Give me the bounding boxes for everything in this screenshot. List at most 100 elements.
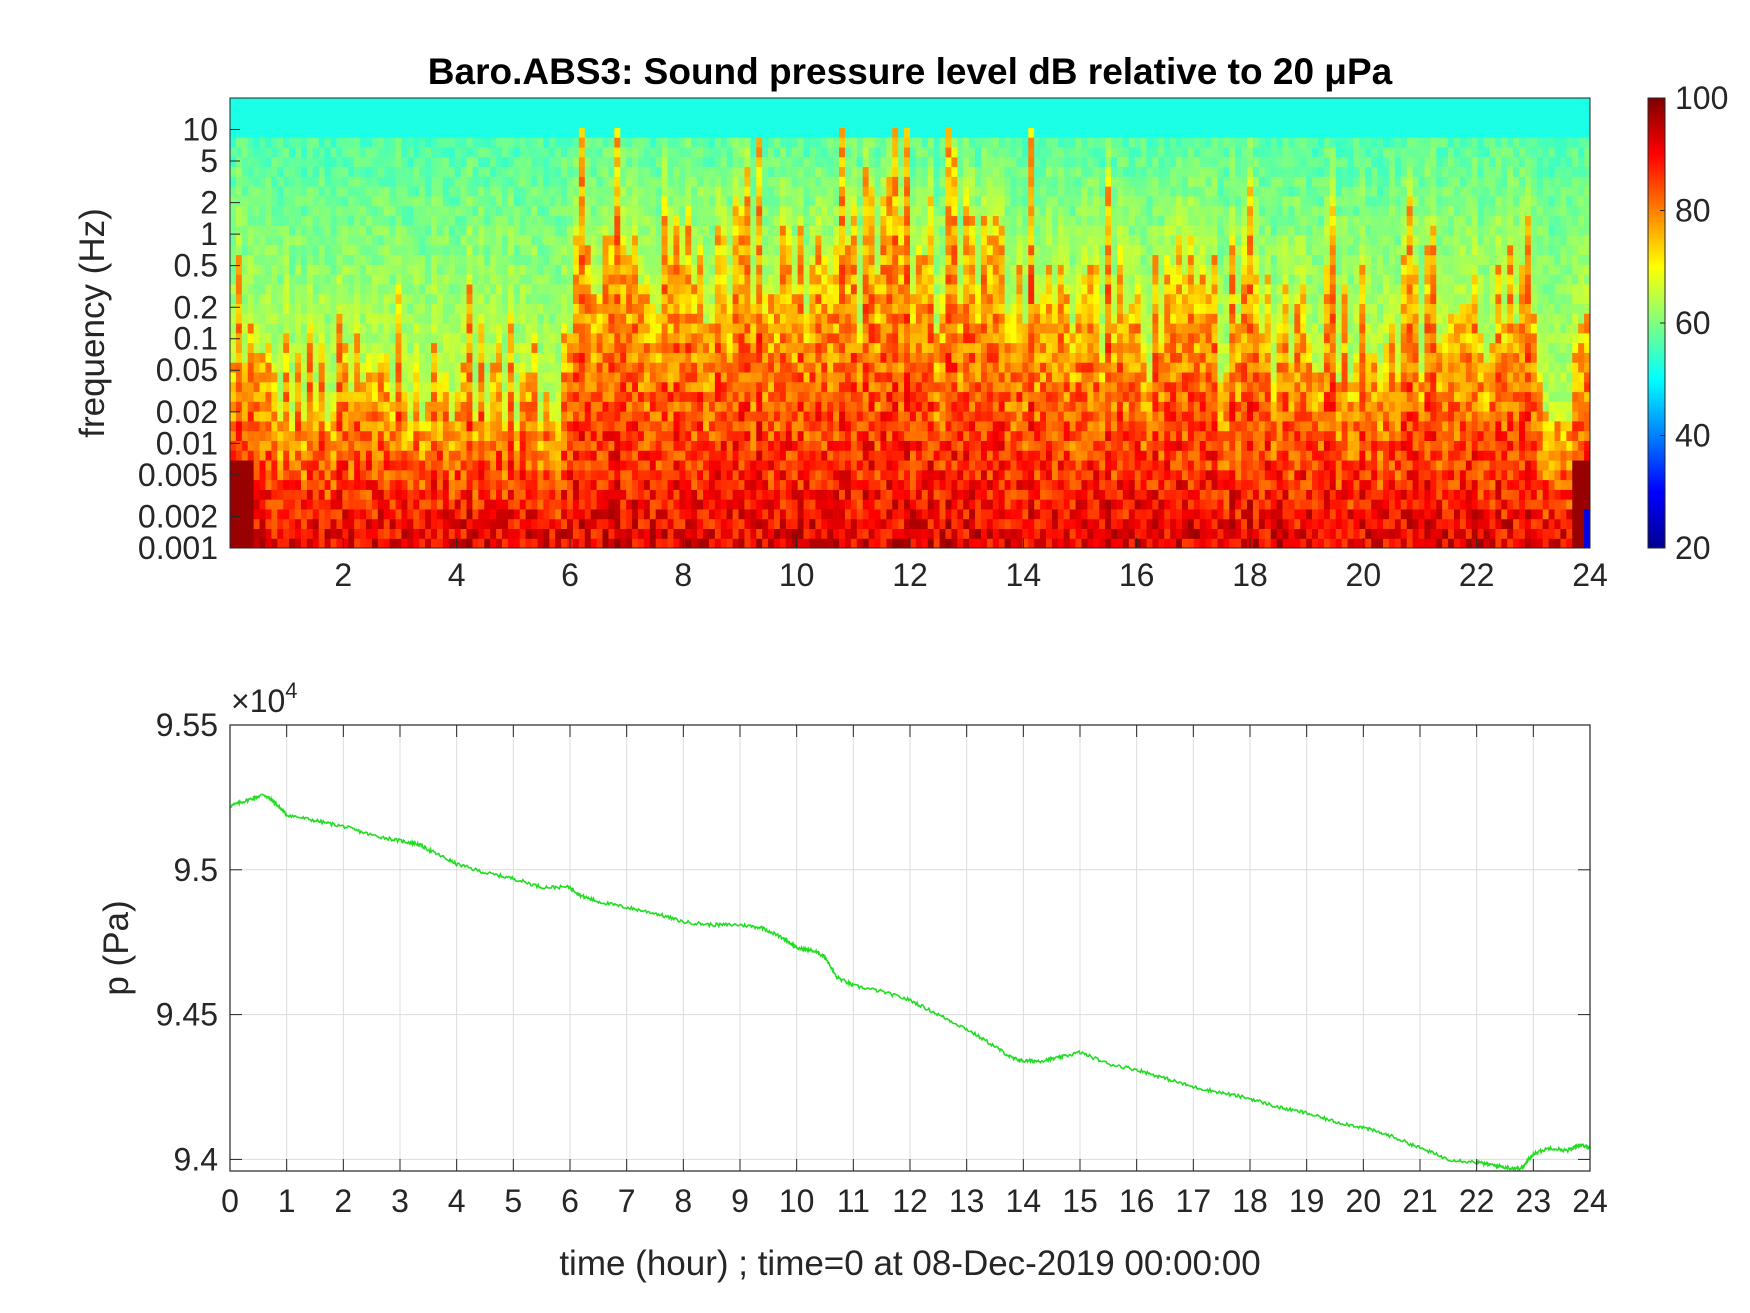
heatmap-cell [306,459,314,471]
heatmap-cell [578,205,586,216]
heatmap-cell [797,244,805,256]
heatmap-cell [774,489,781,500]
heatmap-cell [507,469,515,481]
heatmap-cell [454,381,462,393]
heatmap-cell [253,156,261,168]
heatmap-cell [572,127,580,138]
heatmap-cell [407,440,414,451]
heatmap-cell [673,499,680,510]
heatmap-cell [283,215,290,226]
heatmap-cell [531,342,539,353]
heatmap-cell [850,234,858,246]
heatmap-cell [620,107,627,119]
heatmap-cell [519,371,527,383]
heatmap-cell [283,195,290,207]
heatmap-cell [513,166,521,177]
heatmap-cell [862,499,870,510]
heatmap-cell [425,459,432,471]
heatmap-cell [253,303,261,314]
heatmap-cell [490,127,497,138]
heatmap-cell [726,411,734,422]
heatmap-cell [543,450,550,461]
heatmap-cell [342,283,349,295]
heatmap-cell [750,313,757,324]
heatmap-cell [632,391,639,402]
heatmap-cell [779,479,787,490]
heatmap-cell [537,166,544,177]
heatmap-cell [839,508,846,520]
heatmap-cell [525,391,533,402]
heatmap-cell [253,362,261,373]
heatmap-cell [336,98,343,109]
heatmap-cell [549,469,556,481]
heatmap-cell [253,508,261,520]
heatmap-cell [519,469,527,481]
heatmap-cell [460,411,468,422]
heatmap-cell [525,234,533,246]
heatmap-cell [283,518,290,530]
heatmap-cell [230,313,237,324]
heatmap-cell [490,411,497,422]
heatmap-cell [395,479,403,490]
heatmap-cell [425,440,432,451]
heatmap-cell [259,166,267,177]
heatmap-cell [785,127,793,138]
heatmap-cell [472,440,479,451]
heatmap-cell [596,411,604,422]
heatmap-cell [478,137,485,148]
heatmap-cell [543,186,550,197]
heatmap-cell [537,254,544,265]
heatmap-cell [708,117,716,128]
heatmap-cell [336,176,343,187]
heatmap-cell [502,283,509,295]
heatmap-cell [472,323,479,334]
heatmap-cell [785,381,793,393]
heatmap-cell [460,352,468,363]
heatmap-cell [300,352,308,363]
heatmap-cell [685,98,692,109]
heatmap-cell [797,107,805,119]
heatmap-cell [744,323,751,334]
heatmap-cell [265,323,272,334]
heatmap-cell [578,244,586,256]
heatmap-cell [833,264,840,275]
heatmap-cell [549,274,556,285]
heatmap-cell [413,146,420,158]
heatmap-cell [815,381,822,393]
heatmap-cell [567,146,574,158]
heatmap-cell [295,342,302,353]
heatmap-cell [856,274,864,285]
heatmap-cell [762,98,769,109]
heatmap-cell [366,283,373,295]
heatmap-cell [490,146,497,158]
heatmap-cell [679,342,686,353]
heatmap-cell [395,420,403,432]
heatmap-cell [584,166,592,177]
heatmap-cell [395,440,403,451]
heatmap-cell [306,411,314,422]
heatmap-cell [472,381,479,393]
heatmap-cell [241,489,249,500]
heatmap-cell [596,450,604,461]
heatmap-cell [295,186,302,197]
heatmap-cell [714,176,722,187]
heatmap-cell [703,146,710,158]
heatmap-cell [519,381,527,393]
heatmap-cell [620,342,627,353]
heatmap-cell [714,98,722,109]
heatmap-cell [247,264,255,275]
heatmap-cell [348,381,355,393]
heatmap-cell [525,166,533,177]
heatmap-cell [448,538,456,548]
heatmap-cell [395,166,403,177]
heatmap-cell [638,430,645,441]
heatmap-cell [555,186,562,197]
heatmap-cell [549,254,556,265]
heatmap-cell [649,450,657,461]
heatmap-cell [490,254,497,265]
heatmap-cell [312,538,320,548]
heatmap-cell [543,195,550,207]
heatmap-cell [584,459,592,471]
heatmap-cell [567,166,574,177]
heatmap-cell [472,215,479,226]
